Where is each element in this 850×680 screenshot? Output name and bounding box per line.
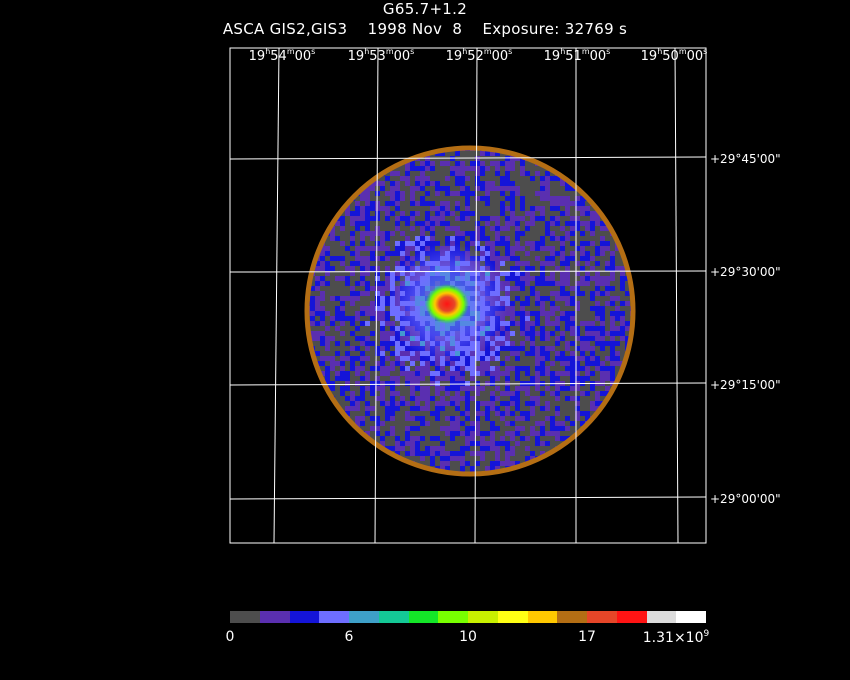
colorbar-segment	[230, 611, 260, 623]
colorbar-segment	[497, 611, 528, 623]
colorbar-segment	[378, 611, 409, 623]
detector-edge-ring	[304, 145, 636, 477]
colorbar-segment	[557, 611, 587, 623]
colorbar-segment	[259, 611, 290, 623]
ra-grid-line	[374, 47, 379, 544]
image-title: G65.7+1.2	[382, 0, 468, 18]
colorbar	[230, 611, 706, 623]
dec-grid-line	[229, 270, 707, 273]
dec-grid-line	[229, 382, 707, 386]
plot-frame	[229, 47, 707, 544]
colorbar-tick-label: 6	[344, 629, 354, 645]
ra-tick-label: 19h53m00s	[347, 47, 415, 64]
colorbar-segment	[468, 611, 498, 623]
colorbar-segment	[408, 611, 439, 623]
colorbar-segment	[676, 611, 706, 623]
dec-tick-label: +29°45'00"	[710, 152, 781, 166]
colorbar-segment	[349, 611, 379, 623]
colorbar-tick-label: 17	[578, 629, 596, 645]
ra-tick-label: 19h54m00s	[248, 47, 316, 64]
observation-info: ASCA GIS2,GIS3 1998 Nov 8 Exposure: 3276…	[222, 20, 628, 38]
colorbar-segment	[587, 611, 617, 623]
dec-tick-label: +29°00'00"	[710, 492, 781, 506]
colorbar-tick-label: 0	[225, 629, 235, 645]
dec-tick-label: +29°15'00"	[710, 378, 781, 392]
bright-source	[425, 284, 469, 324]
colorbar-segment	[527, 611, 558, 623]
ra-grid-line	[273, 47, 280, 544]
colorbar-segment	[319, 611, 349, 623]
ra-grid-line	[474, 47, 478, 544]
colorbar-segment	[438, 611, 468, 623]
colorbar-segment	[646, 611, 677, 623]
dec-grid-line	[229, 496, 707, 500]
colorbar-tick-label: 10	[459, 629, 477, 645]
ra-grid-line	[674, 47, 679, 544]
colorbar-max-label: 1.31×109	[642, 629, 710, 646]
colorbar-segment	[289, 611, 320, 623]
ra-tick-label: 19h51m00s	[543, 47, 611, 64]
ra-tick-label: 19h52m00s	[445, 47, 513, 64]
ra-tick-label: 19h50m00s	[640, 47, 708, 64]
coordinate-grid	[229, 47, 707, 544]
dec-tick-label: +29°30'00"	[710, 265, 781, 279]
colorbar-segment	[616, 611, 647, 623]
dec-grid-line	[229, 156, 707, 160]
